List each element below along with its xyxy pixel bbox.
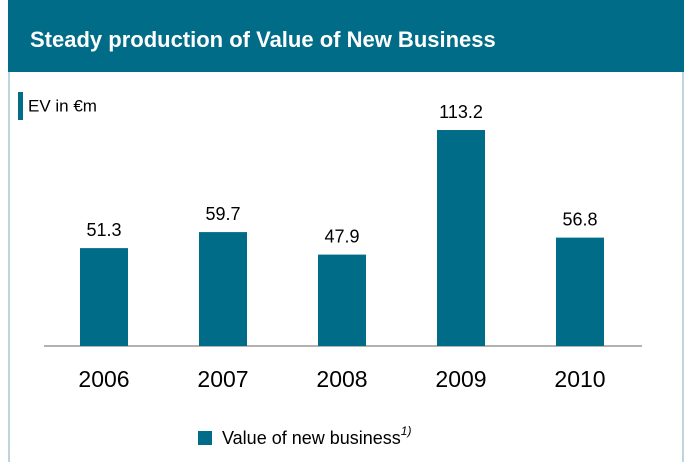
legend-text: Value of new business — [222, 428, 401, 448]
legend-footnote: 1) — [401, 424, 412, 438]
y-axis-label: EV in €m — [28, 96, 97, 115]
value-label: 47.9 — [324, 226, 359, 246]
value-label: 113.2 — [439, 102, 483, 122]
x-tick-label: 2008 — [316, 366, 367, 392]
bar — [80, 248, 128, 346]
x-tick-label: 2006 — [78, 366, 129, 392]
legend-label: Value of new business1) — [222, 424, 411, 448]
title-bar — [8, 0, 684, 72]
bar — [318, 254, 366, 346]
bar — [556, 237, 604, 346]
x-tick-label: 2010 — [554, 366, 605, 392]
bar — [437, 130, 485, 346]
value-label: 56.8 — [562, 209, 597, 229]
bar — [199, 232, 247, 346]
y-label-marker — [18, 92, 23, 120]
value-label: 51.3 — [86, 220, 121, 240]
legend-swatch — [198, 431, 212, 445]
chart-title: Steady production of Value of New Busine… — [30, 27, 496, 52]
value-label: 59.7 — [205, 204, 240, 224]
x-tick-label: 2007 — [197, 366, 248, 392]
x-tick-label: 2009 — [435, 366, 486, 392]
